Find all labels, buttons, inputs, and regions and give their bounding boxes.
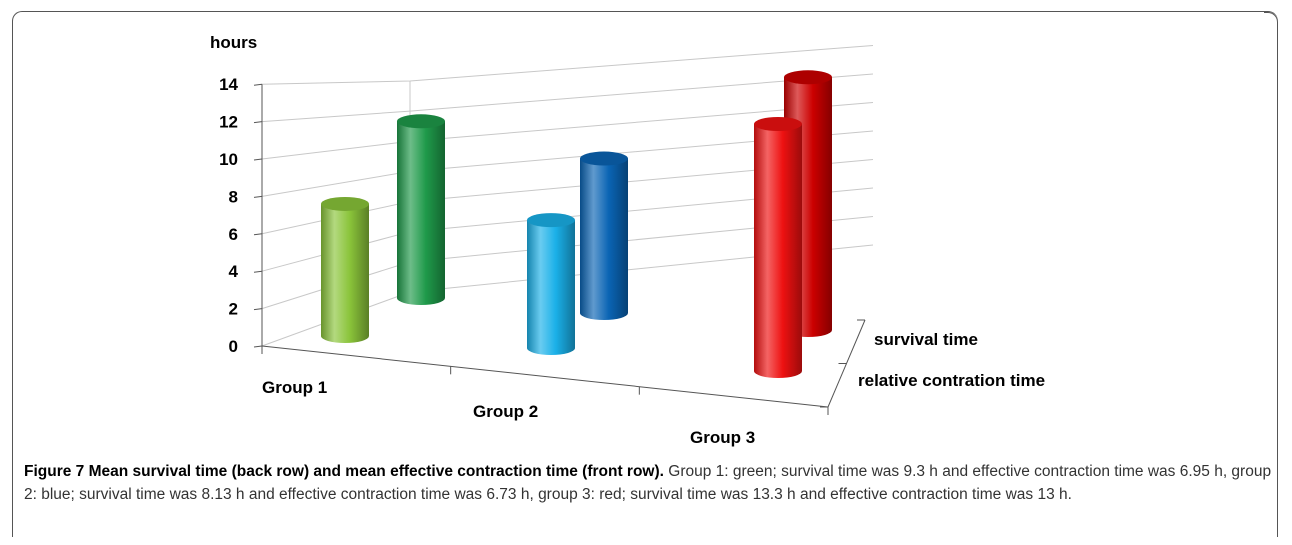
y-tick-label: 6 (229, 225, 238, 244)
bar-contraction-1-body (321, 203, 369, 343)
x-tick-label: Group 2 (473, 402, 538, 421)
bar-survival-1-top (397, 114, 445, 129)
bar-survival-1-body (397, 121, 445, 305)
series-label: survival time (874, 330, 978, 349)
caption-text: Group 1: green; survival time was 9.3 h … (24, 463, 1272, 503)
y-tick-mark (253, 83, 263, 86)
y-tick-mark (253, 308, 263, 311)
y-tick-label: 2 (229, 300, 238, 319)
y-axis-label: hours (210, 33, 257, 52)
label-layer: hours 0 2 4 6 8 10 12 14 Group 1 Group 2 Group 3 su… (210, 33, 1045, 447)
bar-contraction-2 (527, 213, 575, 355)
y-tick-label: 8 (229, 187, 238, 206)
bar-contraction-2-body (527, 220, 575, 355)
bar-contraction-3-top (754, 117, 802, 131)
y-tick-label: 10 (219, 150, 238, 169)
bar-survival-2 (580, 151, 628, 320)
y-tick-mark (253, 345, 263, 348)
y-tick-mark (253, 121, 263, 124)
gridline (261, 73, 874, 123)
bar-survival-2-top (580, 151, 628, 166)
y-tick-mark (253, 270, 263, 273)
bar-survival-3-top (784, 70, 832, 85)
bar-contraction-3-body (754, 124, 802, 378)
y-tick-label: 12 (219, 113, 238, 132)
figure-frame-right (1264, 12, 1278, 537)
axis-layer (253, 83, 866, 415)
y-tick-mark (253, 233, 263, 236)
y-tick-label: 0 (229, 337, 238, 356)
y-tick-label: 14 (219, 75, 238, 94)
bar-contraction-3 (754, 117, 802, 378)
bar-contraction-1 (321, 196, 369, 343)
bar-contraction-2-top (527, 213, 575, 228)
bar-survival-1 (397, 114, 445, 305)
bars-front-row (321, 117, 802, 378)
y-tick-mark (253, 158, 263, 161)
x-tick-label: Group 1 (262, 378, 327, 397)
figure-caption: Figure 7 Mean survival time (back row) a… (24, 460, 1282, 506)
y-tick-label: 4 (229, 262, 239, 281)
chart: hours 0 2 4 6 8 10 12 14 Group 1 Group 2 Group 3 su… (210, 33, 1045, 447)
figure-frame (12, 11, 1278, 537)
gridline (261, 45, 874, 85)
x-axis-line (261, 345, 829, 408)
bars-back-row (397, 70, 832, 338)
series-label: relative contration time (858, 371, 1045, 390)
bar-contraction-1-top (321, 196, 369, 211)
caption-label: Figure 7 Mean survival time (back row) a… (24, 463, 664, 480)
x-tick-label: Group 3 (690, 428, 755, 447)
bar-survival-2-body (580, 158, 628, 320)
y-tick-mark (253, 195, 263, 198)
